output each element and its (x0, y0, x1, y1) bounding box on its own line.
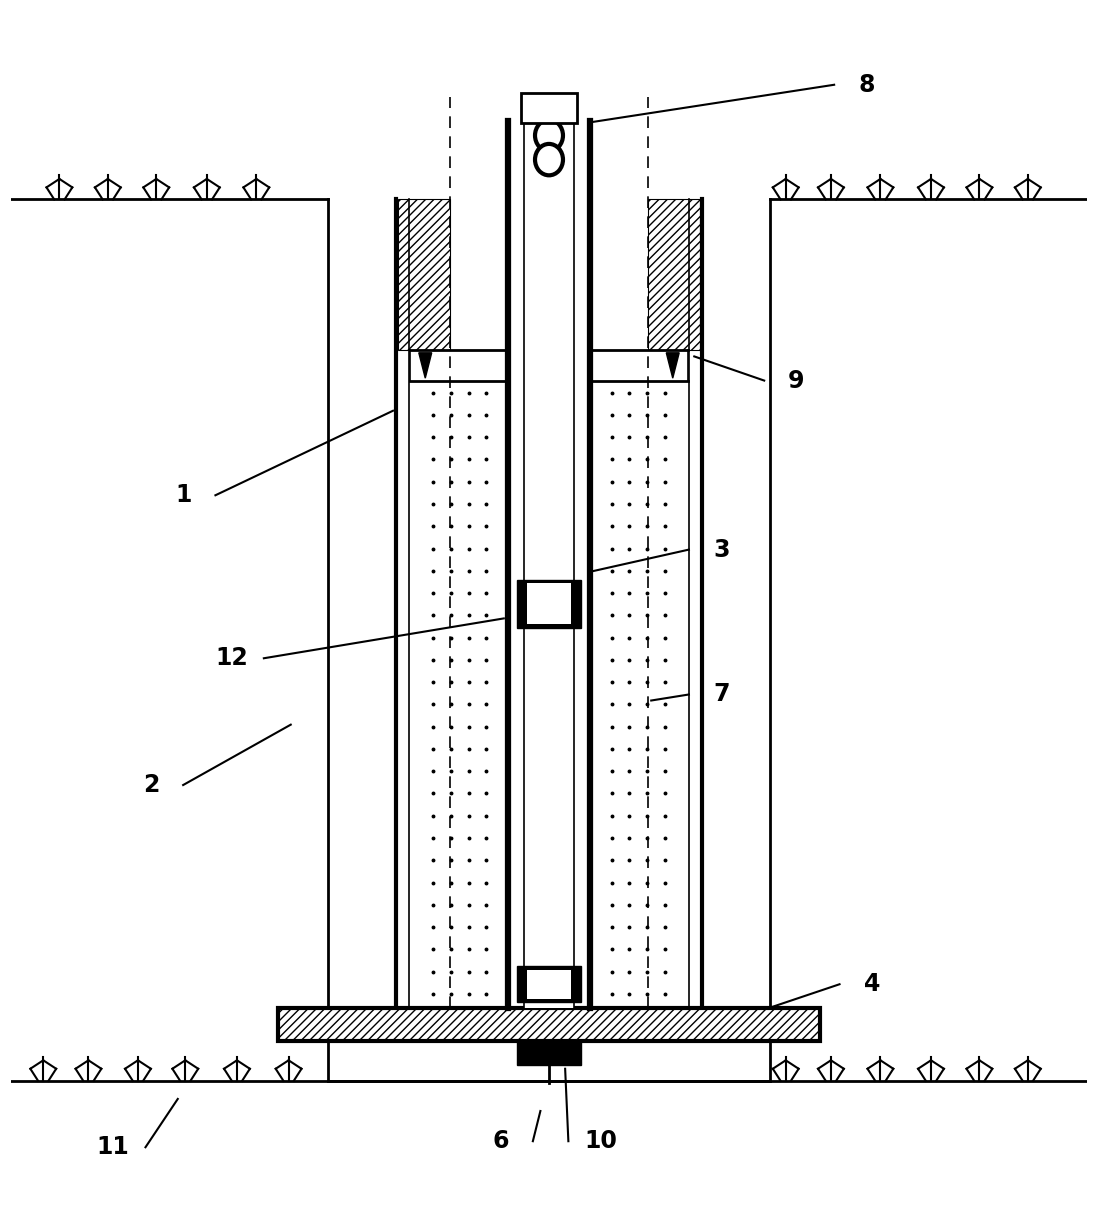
Bar (648, 200, 699, 350)
Bar (524, 121, 574, 1008)
Bar (517, 1041, 581, 1066)
Circle shape (535, 144, 563, 175)
Bar (522, 94, 576, 123)
Text: 10: 10 (584, 1130, 617, 1153)
Text: 1: 1 (175, 483, 191, 508)
Text: 11: 11 (97, 1135, 130, 1159)
Text: 9: 9 (788, 368, 805, 393)
Text: 12: 12 (215, 647, 248, 670)
Text: 3: 3 (713, 537, 729, 562)
Polygon shape (418, 352, 432, 378)
Bar (508, 121, 590, 1008)
Text: 4: 4 (864, 972, 879, 997)
Bar (527, 584, 571, 625)
Polygon shape (666, 352, 680, 378)
Text: 6: 6 (492, 1130, 508, 1153)
Bar (517, 580, 581, 628)
Circle shape (535, 120, 563, 152)
Bar (399, 200, 450, 350)
Text: 8: 8 (859, 73, 875, 97)
Text: 7: 7 (713, 683, 729, 706)
Text: 2: 2 (143, 772, 159, 797)
Bar (517, 966, 581, 1003)
Bar (527, 970, 571, 999)
Bar (278, 1008, 820, 1041)
